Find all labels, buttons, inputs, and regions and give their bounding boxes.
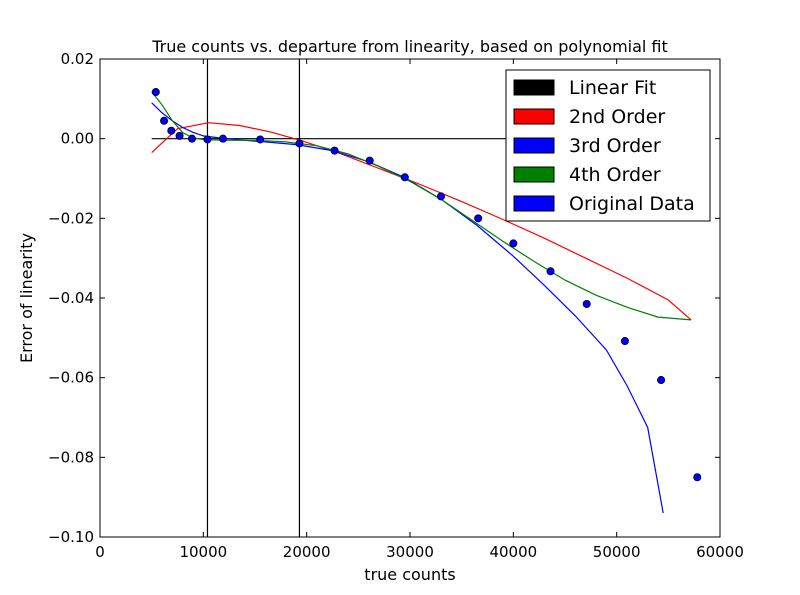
data-point	[151, 88, 160, 97]
data-point	[546, 267, 555, 276]
x-tick-label: 10000	[179, 543, 227, 561]
legend-swatch	[513, 108, 555, 125]
data-point	[256, 135, 265, 144]
y-tick-label: −0.06	[48, 369, 94, 387]
data-point	[474, 214, 483, 223]
legend: Linear Fit 2nd Order 3rd Order 4th Order Ori…	[505, 69, 711, 222]
data-point	[218, 134, 227, 143]
data-point	[693, 473, 702, 482]
series-line-4th-order	[151, 91, 692, 321]
y-tick-label: 0.00	[61, 130, 94, 148]
plot-area	[151, 59, 702, 537]
data-point	[657, 376, 666, 385]
y-tick-label: −0.02	[48, 209, 94, 227]
data-point	[582, 299, 591, 308]
y-tick-label: 0.02	[61, 50, 94, 68]
data-point	[620, 337, 629, 346]
y-tick-label: −0.04	[48, 289, 94, 307]
legend-label: Linear Fit	[569, 77, 656, 99]
series-line-3rd-order	[151, 102, 664, 514]
data-point	[330, 146, 339, 155]
data-point	[175, 131, 184, 140]
legend-label: Original Data	[569, 193, 695, 215]
data-point	[167, 126, 176, 135]
x-tick-label: 40000	[489, 543, 537, 561]
legend-swatch	[513, 166, 555, 183]
x-axis-title: true counts	[364, 565, 455, 584]
y-axis-title: Error of linearity	[17, 233, 36, 363]
data-point	[400, 173, 409, 182]
legend-swatch	[513, 79, 555, 96]
x-tick-label: 30000	[386, 543, 434, 561]
x-tick-label: 0	[95, 543, 105, 561]
data-point	[295, 139, 304, 148]
x-tick-label: 20000	[283, 543, 331, 561]
data-point	[187, 134, 196, 143]
x-tick-label: 60000	[696, 543, 744, 561]
y-tick-label: −0.08	[48, 448, 94, 466]
data-point	[365, 156, 374, 165]
legend-swatch	[513, 137, 555, 154]
legend-label: 3rd Order	[569, 135, 661, 157]
data-point	[203, 135, 212, 144]
data-point	[509, 239, 518, 248]
data-point	[160, 116, 169, 125]
legend-label: 2nd Order	[569, 106, 665, 128]
x-tick-label: 50000	[593, 543, 641, 561]
chart-title: True counts vs. departure from linearity…	[151, 37, 668, 56]
legend-label: 4th Order	[569, 164, 661, 186]
axis-ticks: 0 10000 20000 30000 40000 50000 60000 0.02 0.00 −…	[48, 50, 744, 561]
legend-swatch	[513, 195, 555, 212]
y-tick-label: −0.10	[48, 528, 94, 546]
data-point	[436, 192, 445, 201]
